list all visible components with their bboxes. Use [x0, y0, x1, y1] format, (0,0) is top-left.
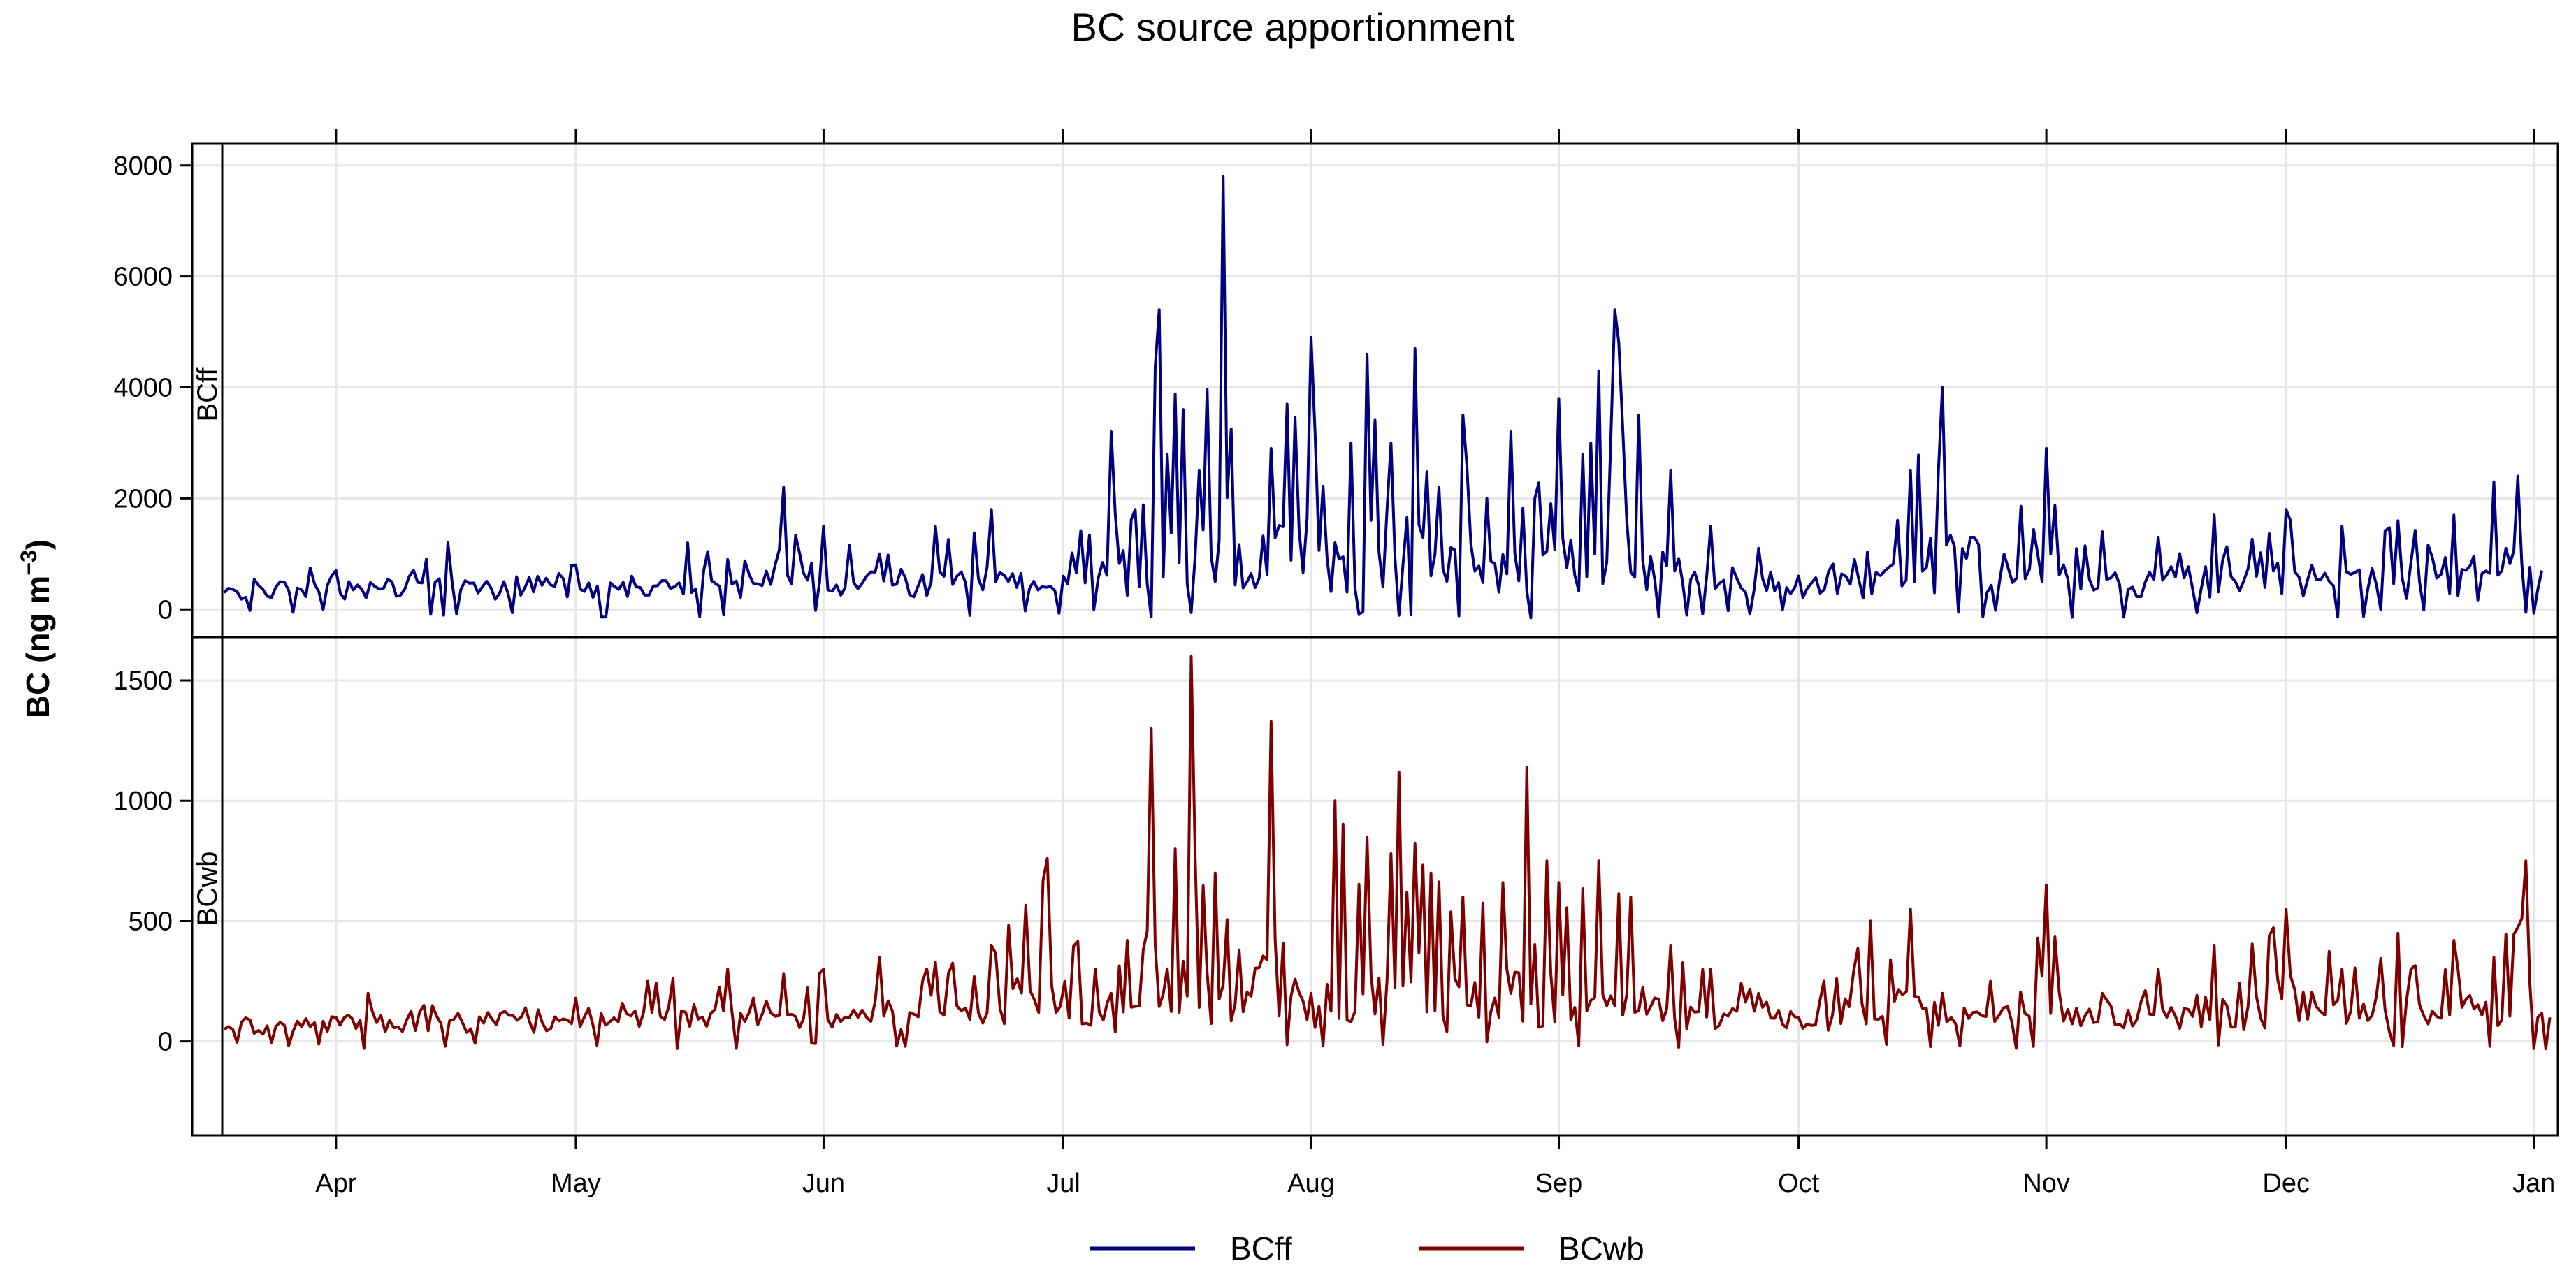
- y-tick-label: 0: [158, 1028, 173, 1057]
- y-axis-label-main: BC (ng m: [20, 576, 56, 718]
- x-tick-label: Sep: [1535, 1169, 1583, 1198]
- y-axis-label: BC (ng m−3): [16, 539, 56, 718]
- y-tick-label: 2000: [113, 484, 173, 513]
- series-line-bcwb: [223, 655, 2552, 1050]
- y-tick-label: 1000: [113, 787, 173, 816]
- y-tick-label: 8000: [113, 152, 173, 181]
- y-tick-label: 6000: [113, 263, 173, 292]
- strip-label: BCwb: [192, 852, 223, 926]
- x-tick-label: Jun: [802, 1169, 845, 1198]
- x-tick-label: May: [551, 1169, 601, 1198]
- x-tick-label: Jul: [1046, 1169, 1080, 1198]
- strip-label: BCff: [192, 367, 223, 422]
- panel-bcff: 0 2000 4000 6000 8000 BCff: [113, 142, 2559, 639]
- legend: BCff BCwb: [1090, 1230, 1644, 1267]
- y-tick-label: 500: [129, 907, 173, 936]
- x-tick-label: Oct: [1778, 1169, 1820, 1198]
- y-axis-label-superscript: −3: [16, 550, 41, 575]
- panel-frame: [191, 142, 2559, 639]
- chart-title: BC source apportionment: [1071, 5, 1514, 49]
- legend-label-bcwb: BCwb: [1558, 1230, 1644, 1267]
- y-tick-label: 1500: [113, 666, 173, 696]
- x-tick-label: Apr: [315, 1169, 356, 1198]
- x-tick-label: Dec: [2262, 1169, 2310, 1198]
- y-axis-label-close: ): [20, 539, 56, 550]
- panel-bcwb: 0 500 1000 1500 BCwb: [113, 636, 2559, 1137]
- legend-label-bcff: BCff: [1230, 1230, 1292, 1267]
- series-line-bcff: [223, 175, 2544, 620]
- x-tick-label: Aug: [1287, 1169, 1335, 1198]
- x-tick-label: Nov: [2023, 1169, 2070, 1198]
- y-tick-label: 0: [158, 595, 173, 625]
- axes-layer: Apr May Jun Jul Aug Sep Oct Nov Dec Jan: [315, 129, 2555, 1198]
- y-tick-label: 4000: [113, 374, 173, 403]
- x-tick-label: Jan: [2512, 1169, 2555, 1198]
- panel-frame: [191, 636, 2559, 1137]
